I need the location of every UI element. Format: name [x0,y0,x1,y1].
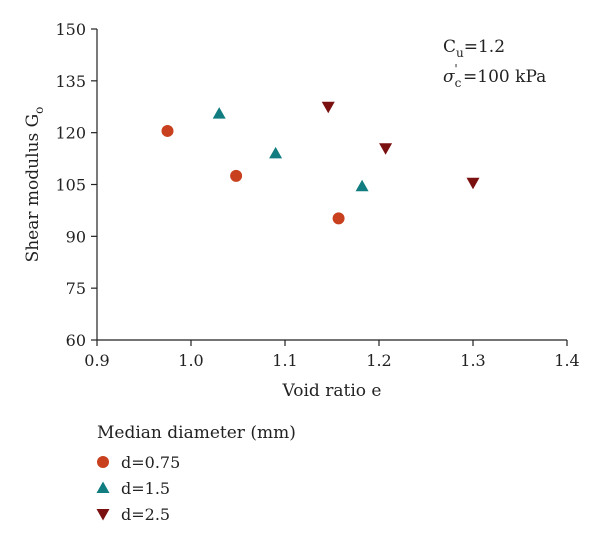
data-point [212,107,226,119]
legend-marker [96,509,110,521]
legend-marker [97,456,109,468]
y-tick-label: 135 [55,72,86,91]
annotation-sigma-value: =100 kPa [458,67,547,87]
y-tick-label: 60 [66,331,86,350]
x-tick-label: 1.4 [554,351,579,370]
y-tick-label: 105 [55,176,86,195]
legend-label: d=2.5 [121,505,170,524]
annotation-sigma-symbol: σ [443,67,455,87]
annotation-cu: Cu=1.2 [443,37,505,60]
legend-item: d=2.5 [96,505,170,524]
annotation-sigma-subscript: c [455,76,462,90]
series-1 [212,107,369,192]
data-point [161,124,174,137]
y-tick-label: 90 [66,227,86,246]
y-axis-title-main: Shear modulus G [23,114,43,263]
annotation-cu-main: C [443,37,456,57]
x-tick-label: 1.2 [366,351,391,370]
legend-title: Median diameter (mm) [97,423,296,443]
series-2 [321,101,480,190]
data-point [379,143,393,155]
y-axis-title-subscript: o [32,107,46,114]
series-0 [161,124,345,225]
legend-item: d=1.5 [96,479,170,498]
data-point [355,179,369,192]
legend-label: d=1.5 [121,479,170,498]
y-tick-label: 150 [55,20,86,39]
legend-item: d=0.75 [97,453,180,472]
annotation-cu-subscript: u [456,46,464,60]
x-tick-label: 1.1 [272,351,297,370]
data-point [230,169,243,182]
x-tick-label: 0.9 [84,351,109,370]
data-points [161,101,480,225]
x-axis-ticks: 0.9 1.0 1.1 1.2 1.3 1.4 [84,340,580,370]
legend-marker [96,481,110,493]
data-point [321,101,335,114]
y-tick-label: 75 [66,279,86,298]
x-axis-title: Void ratio e [282,381,382,401]
y-axis-ticks: 60 75 90 105 120 135 150 [55,20,97,350]
y-tick-label: 120 [55,124,86,143]
x-tick-label: 1.0 [178,351,203,370]
y-axis-title: Shear modulus Go [23,107,46,263]
legend-label: d=0.75 [121,453,180,472]
annotation-cu-value: =1.2 [464,37,505,57]
annotation-sigma: σc' =100 kPa [443,62,546,90]
annotation-sigma-prime: ' [454,62,457,76]
data-point [269,146,283,159]
x-tick-label: 1.3 [460,351,485,370]
legend: Median diameter (mm) d=0.75 d=1.5 d=2.5 [96,423,296,524]
data-point [466,177,480,190]
data-point [332,212,345,225]
